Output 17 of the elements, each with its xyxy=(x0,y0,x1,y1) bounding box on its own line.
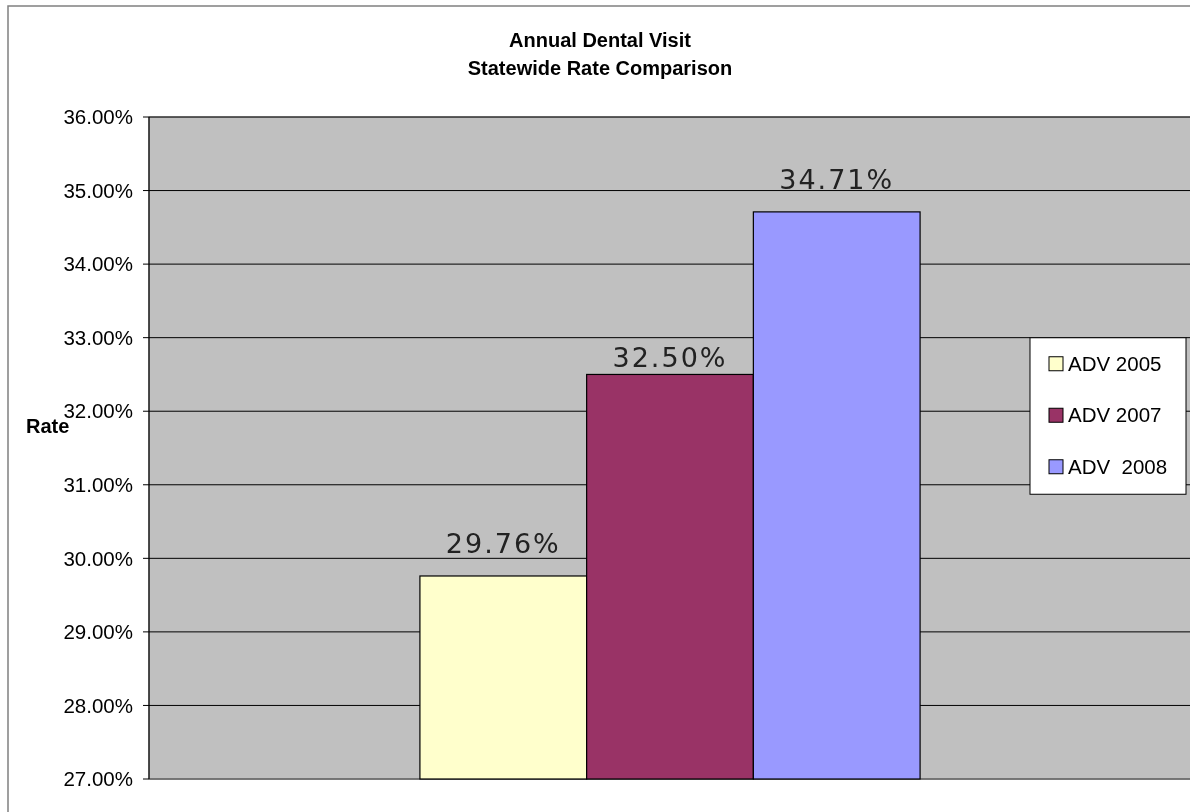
y-tick-label: 36.00% xyxy=(63,105,133,129)
y-tick-label: 34.00% xyxy=(63,252,133,276)
y-tick-label: 35.00% xyxy=(63,178,133,202)
data-label: 29.76% xyxy=(445,527,561,559)
legend-label: ADV 2005 xyxy=(1068,351,1162,375)
y-tick-label: 33.00% xyxy=(63,325,133,349)
data-label: 32.50% xyxy=(612,342,728,374)
data-label: 34.71% xyxy=(779,163,895,195)
y-tick-label: 28.00% xyxy=(63,693,133,717)
chart-subtitle: Statewide Rate Comparison xyxy=(467,57,733,79)
y-tick-label: 31.00% xyxy=(63,472,133,496)
y-tick-label: 30.00% xyxy=(63,546,133,570)
chart-title: Annual Dental Visit xyxy=(509,29,692,51)
legend-label: ADV 2008 xyxy=(1068,454,1168,478)
y-tick-label: 27.00% xyxy=(63,767,133,791)
legend-label: ADV 2007 xyxy=(1068,403,1162,427)
y-tick-label: 29.00% xyxy=(63,620,133,644)
